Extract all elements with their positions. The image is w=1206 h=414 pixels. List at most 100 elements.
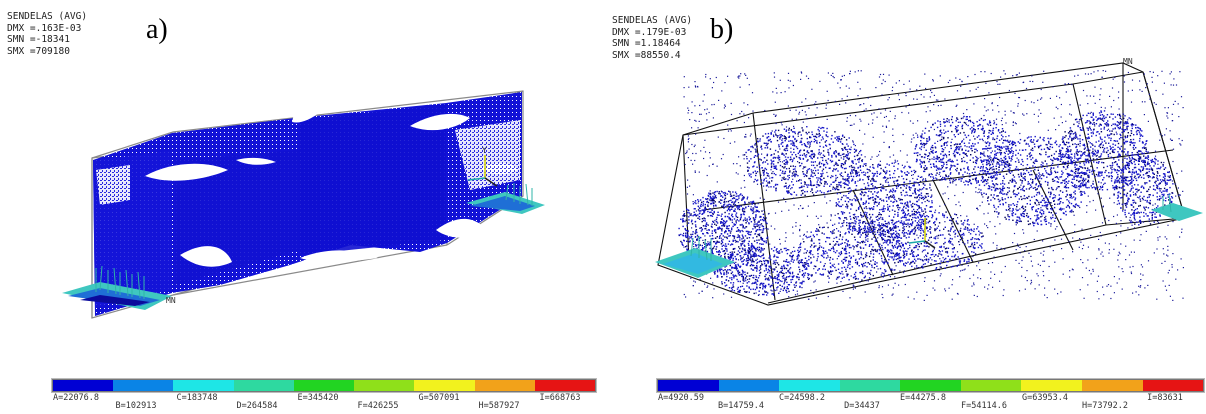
crack-point: [1035, 209, 1037, 211]
crack-point: [866, 228, 869, 230]
crack-point: [922, 222, 924, 224]
crack-point: [1067, 182, 1069, 184]
crack-point: [731, 228, 733, 231]
crack-point: [1081, 167, 1084, 169]
crack-point: [1061, 170, 1063, 172]
crack-point: [1060, 149, 1062, 152]
crack-point: [1065, 135, 1067, 137]
crack-point: [710, 225, 713, 228]
crack-point: [1047, 199, 1049, 201]
crack-point: [785, 130, 787, 132]
crack-point: [891, 244, 893, 247]
crack-point: [860, 214, 863, 217]
crack-point: [867, 231, 869, 233]
crack-point: [747, 254, 749, 257]
crack-point: [944, 177, 946, 179]
crack-point: [949, 169, 951, 171]
crack-point: [989, 120, 991, 122]
crack-point: [1041, 199, 1044, 201]
crack-point: [840, 166, 843, 168]
crack-point: [1062, 179, 1064, 182]
crack-point: [837, 186, 839, 188]
crack-point: [1064, 136, 1066, 139]
crack-point: [739, 217, 742, 219]
crack-point: [826, 163, 829, 165]
crack-point: [905, 254, 908, 256]
crack-point: [707, 204, 709, 206]
crack-point: [708, 244, 711, 246]
crack-point: [780, 136, 782, 138]
crack-point: [879, 183, 882, 185]
crack-point: [994, 174, 997, 176]
crack-point: [1105, 116, 1107, 119]
crack-point: [1086, 145, 1089, 148]
crack-point: [1089, 149, 1091, 151]
crack-point: [995, 157, 998, 159]
crack-point: [983, 131, 985, 133]
crack-point: [738, 229, 740, 231]
crack-point: [904, 250, 907, 252]
crack-point: [862, 227, 865, 230]
crack-point: [1030, 158, 1032, 161]
crack-point: [987, 179, 989, 181]
crack-point: [1092, 153, 1095, 155]
crack-point: [742, 242, 744, 245]
crack-point: [844, 148, 847, 151]
crack-point: [868, 230, 870, 233]
crack-point: [953, 154, 956, 157]
crack-point: [775, 189, 777, 192]
crack-point: [1112, 149, 1114, 151]
crack-point: [927, 155, 929, 157]
crack-point: [708, 199, 711, 201]
crack-point: [1098, 145, 1100, 147]
crack-point: [987, 156, 989, 158]
crack-point: [1027, 220, 1029, 222]
crack-point: [1065, 196, 1067, 198]
crack-point: [920, 160, 922, 163]
crack-point: [815, 133, 818, 135]
crack-point: [827, 175, 829, 178]
crack-point: [939, 139, 941, 142]
crack-point: [882, 199, 885, 201]
crack-point: [793, 127, 795, 129]
crack-point: [925, 149, 927, 151]
crack-point: [1023, 177, 1025, 180]
crack-point: [923, 186, 925, 189]
crack-point: [956, 167, 958, 170]
crack-point: [709, 192, 712, 195]
crack-point: [854, 275, 857, 277]
crack-point: [978, 119, 981, 121]
crack-point: [1078, 181, 1080, 183]
crack-point: [726, 248, 728, 250]
crack-point: [1080, 193, 1082, 195]
crack-point: [1065, 153, 1067, 155]
crack-point: [837, 164, 839, 166]
crack-point: [885, 225, 887, 228]
crack-point: [1119, 148, 1121, 150]
crack-point: [718, 192, 720, 195]
crack-point: [899, 249, 901, 251]
crack-point: [1103, 176, 1105, 179]
crack-point: [855, 271, 857, 274]
crack-point: [823, 130, 825, 132]
crack-point: [1114, 161, 1117, 163]
crack-point: [999, 199, 1001, 202]
crack-point: [702, 242, 705, 244]
crack-point: [1050, 164, 1053, 166]
crack-point: [871, 196, 874, 199]
crack-point: [720, 233, 723, 235]
crack-point: [922, 179, 924, 181]
crack-point: [1004, 155, 1007, 157]
crack-point: [880, 167, 882, 170]
crack-point: [941, 150, 943, 153]
crack-point: [1114, 148, 1116, 151]
crack-point: [1030, 141, 1033, 143]
crack-point: [1054, 141, 1057, 144]
crack-point: [1076, 121, 1078, 123]
crack-point: [1080, 166, 1083, 168]
crack-point: [905, 207, 907, 209]
crack-point: [845, 167, 847, 170]
crack-point: [936, 167, 939, 170]
crack-point: [980, 189, 982, 191]
crack-point: [697, 200, 700, 202]
